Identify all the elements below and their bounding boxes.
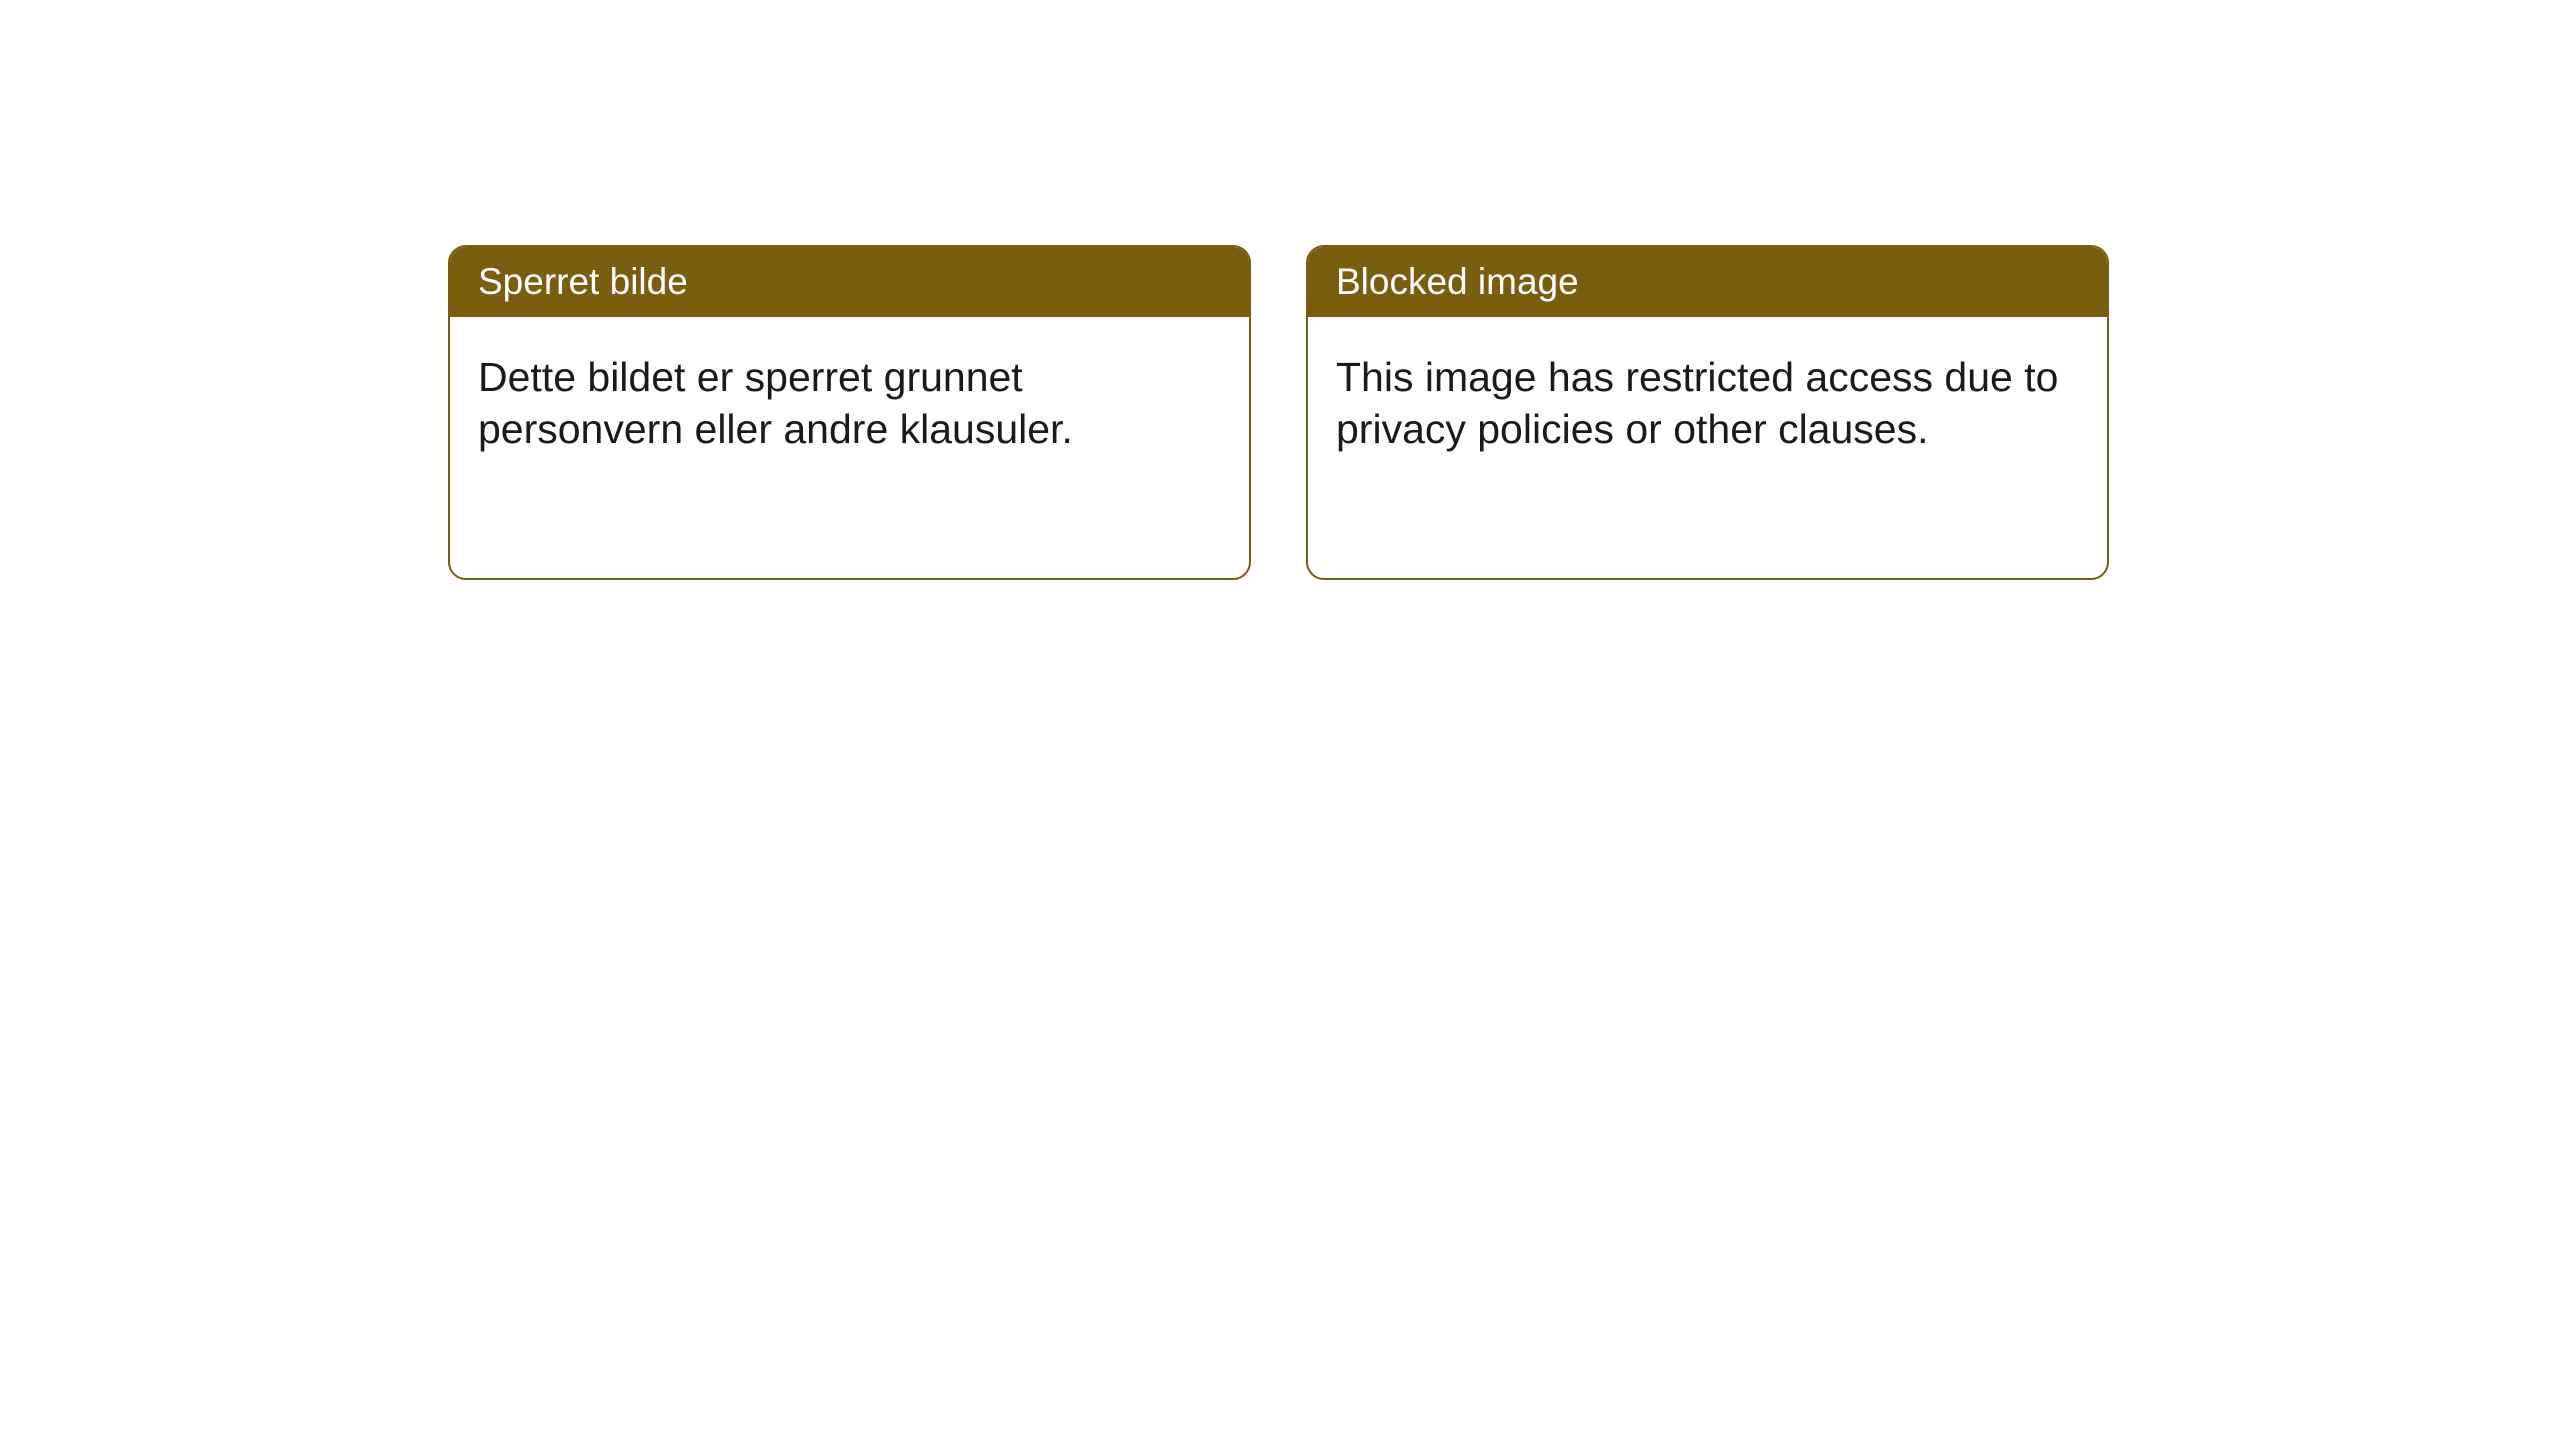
notice-card-norwegian: Sperret bilde Dette bildet er sperret gr… bbox=[448, 245, 1251, 580]
card-title: Sperret bilde bbox=[478, 261, 688, 302]
notice-cards-container: Sperret bilde Dette bildet er sperret gr… bbox=[448, 245, 2109, 580]
card-header: Sperret bilde bbox=[450, 247, 1249, 317]
card-body: Dette bildet er sperret grunnet personve… bbox=[450, 317, 1249, 490]
notice-card-english: Blocked image This image has restricted … bbox=[1306, 245, 2109, 580]
card-body-text: This image has restricted access due to … bbox=[1336, 354, 2058, 452]
card-body: This image has restricted access due to … bbox=[1308, 317, 2107, 490]
card-header: Blocked image bbox=[1308, 247, 2107, 317]
card-body-text: Dette bildet er sperret grunnet personve… bbox=[478, 354, 1073, 452]
card-title: Blocked image bbox=[1336, 261, 1579, 302]
